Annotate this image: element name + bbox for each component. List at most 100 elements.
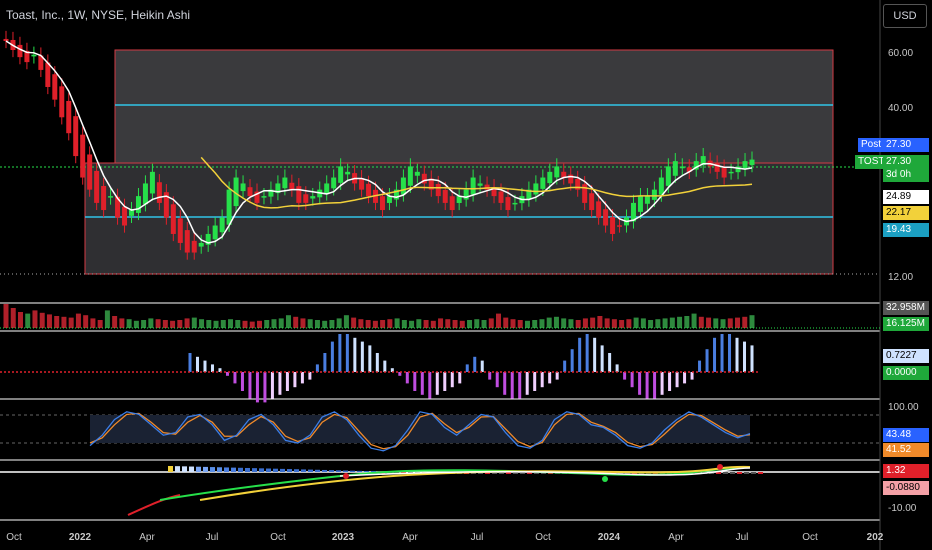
candle-body <box>122 206 128 226</box>
momentum-bar <box>210 364 214 372</box>
volume-bar <box>626 319 632 328</box>
macd-bar <box>273 468 278 472</box>
volume-bar <box>235 320 241 328</box>
price-tick-12: 12.00 <box>888 272 913 283</box>
macd-bar <box>294 469 299 472</box>
volume-bar <box>604 318 610 328</box>
candle-body <box>561 171 567 178</box>
volume-bar <box>735 317 741 328</box>
candle-body <box>686 167 692 172</box>
candle-body <box>115 196 121 218</box>
macd-tick-low: -10.00 <box>888 503 917 514</box>
candle-body <box>101 186 107 211</box>
momentum-bar <box>225 372 229 376</box>
candle-body <box>184 230 190 253</box>
candle-body <box>505 197 511 211</box>
momentum-bar <box>495 372 499 388</box>
candle-body <box>407 166 413 186</box>
candle-body <box>477 183 483 186</box>
macd-bar <box>182 466 187 472</box>
momentum-bar <box>195 356 199 372</box>
candle-body <box>665 166 671 186</box>
sma-fast-badge: 24.89 <box>883 190 929 204</box>
momentum-bar <box>353 337 357 372</box>
volume-bar <box>749 315 755 328</box>
volume-bar <box>691 313 697 328</box>
candle-body <box>393 189 399 200</box>
candle-body <box>379 196 385 211</box>
candle-body <box>52 74 58 100</box>
candle-body <box>324 183 330 194</box>
candle-body <box>3 38 9 42</box>
volume-bar <box>365 320 371 328</box>
momentum-bar <box>345 334 349 372</box>
volume-bar <box>452 320 458 328</box>
macd-bar <box>287 469 292 472</box>
candle-body <box>749 159 755 166</box>
volume-bar <box>170 320 176 328</box>
macd-bar <box>357 470 362 472</box>
momentum-bar <box>450 372 454 388</box>
momentum-bar <box>375 353 379 372</box>
candle-body <box>73 116 79 157</box>
stoch-k-badge: 43.48 <box>883 428 929 442</box>
volume-bar <box>677 316 683 328</box>
candles <box>3 30 755 260</box>
candle-body <box>470 177 476 195</box>
candle-body <box>247 187 253 197</box>
volume-bar <box>409 320 415 328</box>
momentum-bar <box>638 372 642 395</box>
macd-bar <box>730 472 735 474</box>
currency-button[interactable]: USD <box>883 4 927 28</box>
macd-bar <box>343 470 348 472</box>
candle-body <box>540 177 546 189</box>
momentum-bar <box>743 341 747 372</box>
volume-bar <box>648 320 654 328</box>
momentum-bar <box>578 337 582 372</box>
momentum-bar <box>720 334 724 372</box>
candle-body <box>742 161 748 170</box>
volume-bar <box>264 320 270 328</box>
candle-body <box>651 189 657 200</box>
momentum-bar <box>728 334 732 372</box>
candle-body <box>414 171 420 176</box>
volume-bar <box>97 320 103 328</box>
time-tick: Oct <box>270 532 286 543</box>
time-axis: Oct 2022 Apr Jul Oct 2023 Apr Jul Oct 2024 Apr Jul O… <box>6 532 884 543</box>
volume-bar <box>430 320 436 328</box>
symbol-value-badge: 27.30 <box>883 155 929 169</box>
time-tick: 2022 <box>69 532 92 543</box>
volume-bar <box>336 318 342 328</box>
volume-bar <box>133 320 139 328</box>
volume-bar <box>83 315 89 328</box>
time-tick: 2023 <box>332 532 355 543</box>
candle-body <box>533 183 539 195</box>
volume-bar <box>727 318 733 328</box>
time-tick: Apr <box>139 532 155 543</box>
macd-bar <box>168 466 173 472</box>
momentum-bar <box>233 372 237 384</box>
candle-body <box>156 182 162 203</box>
post-tag: Post <box>858 138 885 152</box>
candle-body <box>268 189 274 197</box>
candle-body <box>658 177 664 195</box>
macd-bar <box>499 472 504 474</box>
candle-body <box>233 177 239 207</box>
candle-body <box>80 134 86 178</box>
countdown-badge: 3d 0h <box>883 168 929 182</box>
candle-body <box>456 196 462 203</box>
candle-body <box>596 201 602 218</box>
momentum-bar <box>593 337 597 372</box>
candle-body <box>94 170 100 203</box>
volume-bar <box>3 304 9 328</box>
candle-body <box>582 184 588 203</box>
momentum-bar <box>548 372 552 384</box>
time-tick: Jul <box>206 532 219 543</box>
volume-bar <box>698 316 704 328</box>
momentum-bar <box>623 372 627 380</box>
candle-body <box>128 210 134 216</box>
momentum-bar <box>255 372 259 403</box>
volume-bar <box>293 316 299 328</box>
momentum-bar <box>525 372 529 395</box>
